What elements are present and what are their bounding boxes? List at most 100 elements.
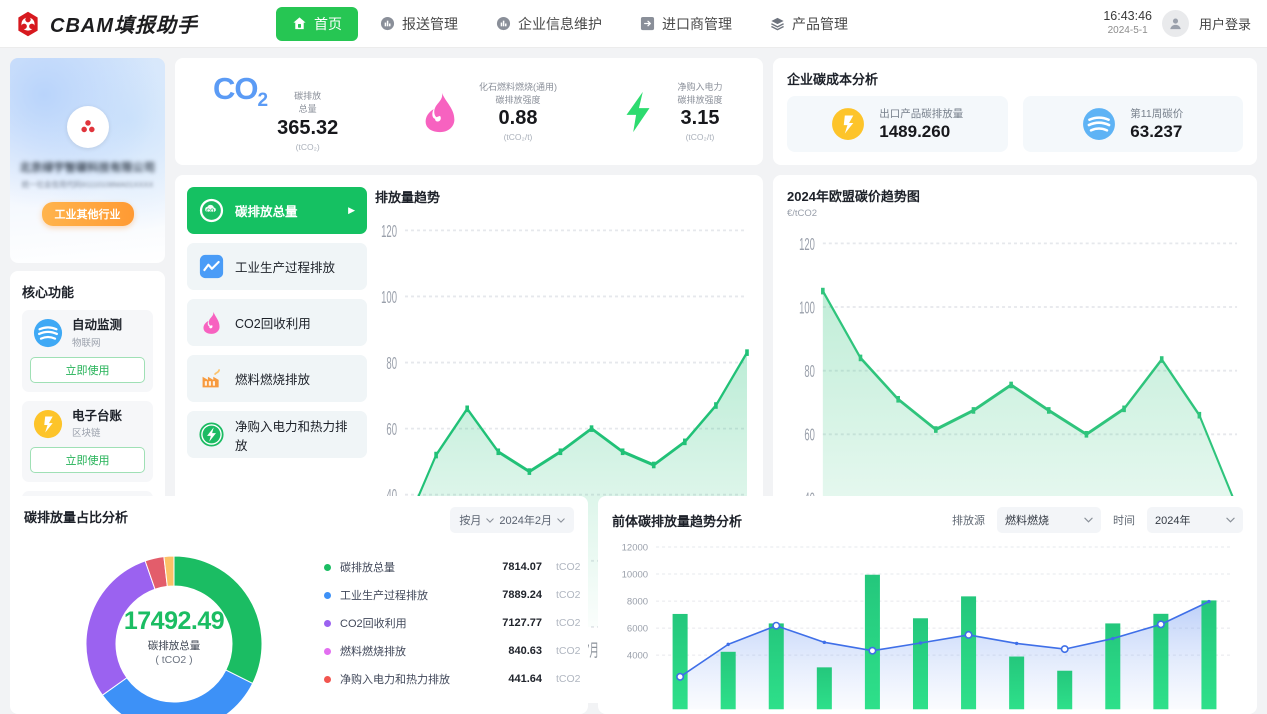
legend-label: CO2回收利用 — [340, 618, 407, 630]
precursor-header: 前体碳排放量趋势分析 排放源 燃料燃烧 时间 2024年 — [612, 507, 1243, 533]
legend-unit: tCO2 — [556, 673, 581, 685]
chevron-down-icon — [557, 517, 565, 523]
source-label: 净购入电力和热力排放 — [235, 419, 348, 453]
svg-text:120: 120 — [799, 234, 815, 254]
legend-item: 燃料燃烧排放 840.63 tCO2 — [324, 637, 581, 665]
nav-item-report[interactable]: 报送管理 — [364, 7, 474, 41]
source-item-fuel-combustion[interactable]: 燃料燃烧排放 — [187, 355, 367, 402]
feature-auto-monitor[interactable]: 自动监测 物联网 立即使用 — [22, 310, 153, 392]
carbon-cost-boxes: 出口产品碳排放量 1489.260 第11周碳价 63.237 — [787, 96, 1243, 152]
nav-label: 企业信息维护 — [518, 15, 602, 32]
company-subtitle: 统一社会信用代码91110108MA01XXXX — [21, 180, 154, 189]
feature-text: 自动监测 物联网 — [72, 318, 122, 349]
nav-label: 产品管理 — [792, 15, 848, 32]
emission-legend: 碳排放总量 7814.07 tCO2 工业生产过程排放 7889.24 tCO2… — [324, 539, 581, 714]
cost-text: 出口产品碳排放量 1489.260 — [879, 106, 963, 142]
legend-value: 441.64 — [508, 673, 542, 685]
source-filter-select[interactable]: 燃料燃烧 — [997, 507, 1101, 533]
brand: CBAM填报助手 — [0, 9, 198, 38]
svg-text:80: 80 — [386, 353, 397, 373]
feature-use-button[interactable]: 立即使用 — [30, 356, 145, 383]
legend-color-dot — [324, 619, 331, 627]
kpi-label-line1: 化石燃料燃烧(通用) — [479, 81, 557, 92]
nav-item-company-info[interactable]: 企业信息维护 — [480, 7, 618, 41]
legend-value: 7889.24 — [502, 589, 542, 601]
period-value: 按月 — [459, 515, 482, 527]
legend-item: 碳排放总量 7814.07 tCO2 — [324, 553, 581, 581]
nav-item-importer[interactable]: 进口商管理 — [624, 7, 748, 41]
industry-tag: 工业其他行业 — [41, 202, 134, 226]
source-filter-value: 燃料燃烧 — [1005, 515, 1049, 527]
kpi-label-line2: 总量 — [298, 104, 317, 114]
legend-color-dot — [324, 563, 331, 571]
user-avatar-icon[interactable] — [1161, 10, 1189, 37]
date-value: 2024年2月 — [499, 515, 552, 527]
kpi-label-line1: 净购入电力 — [677, 81, 723, 92]
nav-label: 进口商管理 — [662, 15, 732, 32]
kpi-strip: CO2 碳排放 总量 365.32 (tCO₂) 化石燃料燃烧(通用) 碳排放强… — [175, 58, 763, 165]
eu-price-axis-unit: €/tCO2 — [787, 208, 818, 219]
cost-text: 第11周碳价 63.237 — [1130, 106, 1183, 142]
feature-e-ledger[interactable]: 电子台账 区块链 立即使用 — [22, 400, 153, 483]
pie-header: 碳排放量占比分析 按月 2024年2月 — [24, 507, 574, 533]
cost-box-week-price: 第11周碳价 63.237 — [1022, 96, 1243, 152]
source-item-total[interactable]: CO₂ 碳排放总量 ▶ — [187, 187, 367, 234]
nav-item-home[interactable]: 首页 — [276, 6, 358, 41]
kpi-label-line2: 碳排放强度 — [495, 94, 541, 105]
report-icon — [380, 16, 395, 31]
chart-line-icon — [199, 254, 224, 279]
source-item-purchased-power[interactable]: 净购入电力和热力排放 — [187, 411, 367, 458]
svg-text:10000: 10000 — [622, 570, 648, 581]
legend-color-dot — [324, 647, 331, 655]
bolt-circle-icon — [199, 422, 224, 447]
nav-item-product[interactable]: 产品管理 — [754, 7, 864, 41]
time-filter-select[interactable]: 2024年 — [1147, 507, 1243, 533]
feature-text: 电子台账 区块链 — [72, 409, 122, 440]
kpi-value: 365.32 — [277, 116, 339, 139]
brand-title: CBAM填报助手 — [50, 15, 198, 37]
kpi-text: 碳排放 总量 365.32 (tCO₂) — [277, 90, 338, 151]
kpi-text: 化石燃料燃烧(通用) 碳排放强度 0.88 (tCO₂/t) — [479, 81, 557, 142]
feature-sub: 物联网 — [72, 337, 101, 349]
header-right: 16:43:46 2024-5-1 用户登录 — [1103, 9, 1267, 37]
user-login-label[interactable]: 用户登录 — [1198, 17, 1251, 32]
emission-share-card: 碳排放量占比分析 按月 2024年2月 17492.49 碳排放总量 ( tCO… — [10, 496, 588, 714]
donut-caption: 碳排放总量 — [147, 640, 201, 652]
emission-share-title: 碳排放量占比分析 — [24, 510, 129, 525]
source-label: 碳排放总量 — [235, 205, 298, 219]
ledger-icon — [33, 409, 63, 439]
precursor-chart: 4000 6000 8000 10000 12000 — [612, 539, 1243, 714]
bolt-icon — [613, 87, 663, 137]
legend-value: 840.63 — [508, 645, 542, 657]
svg-text:40: 40 — [386, 485, 397, 505]
factory-icon — [199, 366, 224, 391]
source-label: 燃料燃烧排放 — [235, 373, 311, 387]
source-item-co2-recycle[interactable]: CO2回收利用 — [187, 299, 367, 346]
legend-unit: tCO2 — [556, 645, 581, 657]
kpi-text: 净购入电力 碳排放强度 3.15 (tCO₂/t) — [677, 81, 722, 142]
feature-header: 电子台账 区块链 — [30, 409, 145, 440]
pie-card-wrap: 碳排放量占比分析 按月 2024年2月 17492.49 碳排放总量 ( tCO… — [10, 496, 588, 714]
legend-unit: tCO2 — [556, 561, 581, 573]
nav-label: 首页 — [314, 15, 342, 32]
core-features-title: 核心功能 — [22, 285, 75, 300]
feature-use-button[interactable]: 立即使用 — [30, 447, 145, 474]
source-item-industrial[interactable]: 工业生产过程排放 — [187, 243, 367, 290]
eu-price-title: 2024年欧盟碳价趋势图 — [787, 189, 920, 204]
emission-trend-title: 排放量趋势 — [375, 190, 441, 205]
clock: 16:43:46 2024-5-1 — [1103, 9, 1152, 37]
company-card: 北京绿宇智碳科技有限公司 统一社会信用代码91110108MA01XXXX 工业… — [10, 58, 165, 263]
cost-value: 1489.260 — [879, 122, 951, 141]
kpi-row: CO2 碳排放 总量 365.32 (tCO₂) — [213, 71, 338, 151]
svg-text:60: 60 — [804, 425, 815, 445]
kpi-unit: (tCO₂/t) — [503, 132, 533, 143]
feature-name: 电子台账 — [72, 408, 123, 423]
cost-box-export-emission: 出口产品碳排放量 1489.260 — [787, 96, 1008, 152]
period-selector[interactable]: 按月 2024年2月 — [450, 507, 574, 533]
main-nav: 首页 报送管理 企业信息维护 进口商管理 产品管理 — [276, 6, 864, 41]
co2-text-icon: CO2 — [213, 71, 268, 112]
svg-text:60: 60 — [386, 419, 397, 439]
svg-text:8000: 8000 — [627, 597, 648, 608]
feature-header: 自动监测 物联网 — [30, 318, 145, 349]
precursor-title: 前体碳排放量趋势分析 — [612, 513, 743, 529]
